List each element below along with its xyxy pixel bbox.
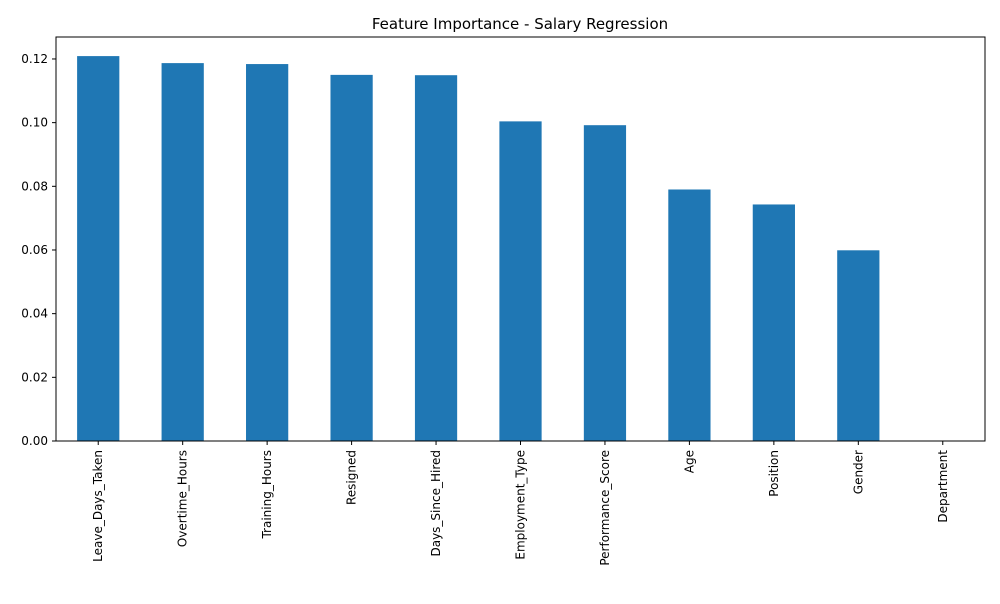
bar-performance-score [583,125,627,441]
x-tick-label: Days_Since_Hired [429,450,443,557]
plot-area: 0.00 0.02 0.04 0.06 0.08 0.10 0.12 Leave_Days_T… [21,36,986,566]
y-tick-label: 0.06 [21,243,48,257]
x-tick-label: Department [936,450,950,523]
x-tick-label: Overtime_Hours [176,450,190,547]
bar-overtime-hours [161,63,204,442]
bar-age [668,189,711,441]
chart-title: Feature Importance - Salary Regression [372,15,668,33]
y-tick-label: 0.08 [21,179,48,193]
bar-position [752,204,795,441]
bar-employment-type [499,121,542,442]
x-tick-label: Gender [851,450,865,494]
y-tick-label: 0.00 [21,434,48,448]
x-tick-label: Position [767,450,781,497]
x-tick-label: Leave_Days_Taken [91,450,105,562]
bar-resigned [330,74,373,441]
y-tick-label: 0.02 [21,370,48,384]
x-tick-label: Age [682,450,696,473]
bar-training-hours [246,64,289,441]
y-tick-label: 0.04 [21,307,48,321]
bar-leave-days-taken [77,56,120,441]
x-tick-label: Employment_Type [514,450,528,560]
x-tick-label: Performance_Score [598,450,612,566]
x-tick-label: Resigned [345,450,359,505]
bar-days-since-hired [414,75,458,441]
y-tick-label: 0.10 [21,116,48,130]
y-tick-label: 0.12 [21,52,48,66]
x-tick-label: Training_Hours [260,450,274,540]
bar-gender [837,250,880,441]
